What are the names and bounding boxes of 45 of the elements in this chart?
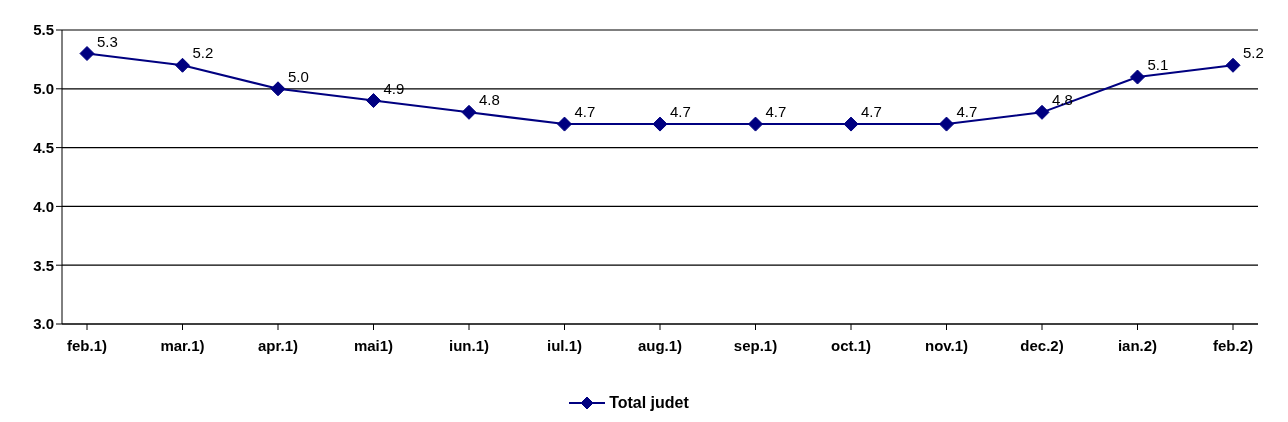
data-label: 5.0 bbox=[288, 67, 309, 85]
point bbox=[748, 116, 763, 132]
x-tick-label: apr.1) bbox=[257, 336, 299, 354]
point bbox=[557, 116, 572, 132]
y-tick-label: 3.5 bbox=[33, 256, 54, 274]
x-tick-label: nov.1) bbox=[924, 336, 969, 354]
data-label: 4.7 bbox=[861, 103, 882, 121]
point bbox=[1034, 104, 1050, 120]
data-label: 4.7 bbox=[956, 103, 978, 121]
data-label: 4.7 bbox=[765, 103, 787, 121]
y-tick-label: 5.5 bbox=[33, 21, 54, 39]
x-tick-label: aug.1) bbox=[637, 336, 683, 354]
data-label: 5.2 bbox=[1243, 44, 1264, 62]
x-tick-label: feb.1) bbox=[66, 336, 108, 354]
x-tick-label: mai1) bbox=[353, 336, 394, 354]
x-tick-label: mar.1) bbox=[160, 336, 205, 354]
data-label: 5.1 bbox=[1147, 56, 1169, 74]
y-tick-label: 5.0 bbox=[33, 80, 54, 98]
point bbox=[366, 93, 381, 109]
point bbox=[1225, 57, 1241, 73]
point bbox=[652, 116, 668, 132]
point bbox=[1130, 69, 1145, 85]
x-tick-label: ian.2) bbox=[1117, 336, 1158, 354]
point bbox=[270, 81, 286, 97]
x-tick-label: iun.1) bbox=[449, 336, 489, 354]
data-label: 4.8 bbox=[479, 91, 500, 109]
y-tick-label: 3.0 bbox=[33, 315, 54, 333]
point bbox=[79, 46, 95, 62]
point bbox=[843, 116, 859, 132]
data-label: 5.2 bbox=[192, 44, 214, 62]
legend-label: Total judet bbox=[609, 394, 689, 412]
x-tick-label: iul.1) bbox=[546, 336, 583, 354]
x-tick-label: oct.1) bbox=[830, 336, 872, 354]
x-tick-label: dec.2) bbox=[1020, 336, 1064, 354]
point bbox=[939, 116, 954, 132]
point bbox=[461, 104, 477, 120]
y-tick-label: 4.0 bbox=[33, 197, 54, 215]
x-tick-label: feb.2) bbox=[1212, 336, 1254, 354]
data-label: 4.8 bbox=[1052, 91, 1073, 109]
data-label: 4.7 bbox=[574, 103, 596, 121]
data-label: 4.7 bbox=[670, 103, 691, 121]
y-tick-label: 4.5 bbox=[33, 138, 54, 156]
x-tick-label: sep.1) bbox=[733, 336, 778, 354]
point bbox=[175, 57, 190, 73]
data-label: 5.3 bbox=[97, 32, 118, 50]
